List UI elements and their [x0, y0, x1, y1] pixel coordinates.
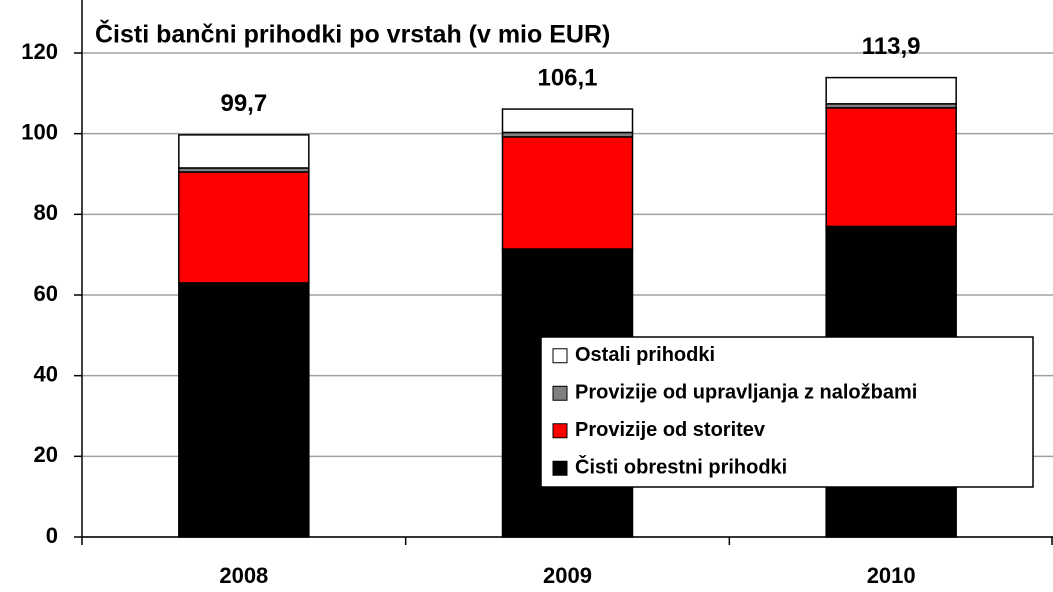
y-tick-label: 120 [21, 39, 58, 64]
bar-segment [501, 108, 634, 134]
x-tick-label: 2009 [543, 563, 592, 588]
total-label: 113,9 [862, 33, 921, 60]
legend: Ostali prihodki Provizije od upravljanja … [540, 336, 1034, 488]
y-tick-label: 60 [34, 281, 58, 306]
x-tick-label: 2008 [219, 563, 268, 588]
legend-swatch [552, 423, 568, 439]
legend-label: Čisti obrestni prihodki [575, 455, 787, 479]
bar-segment [178, 134, 310, 169]
bar-segment [178, 282, 310, 538]
legend-swatch [552, 460, 568, 476]
legend-swatch [552, 385, 568, 401]
legend-label: Provizije od upravljanja z naložbami [575, 382, 917, 404]
x-tick-label: 2010 [867, 563, 916, 588]
legend-box [540, 336, 1034, 488]
y-tick-label: 40 [34, 361, 58, 386]
y-tick-label: 100 [21, 119, 58, 144]
bar-segment [178, 171, 310, 284]
y-tick-label: 20 [34, 442, 58, 467]
bar-segment [501, 136, 634, 250]
legend-label: Provizije od storitev [575, 419, 766, 441]
chart-title: Čisti bančni prihodki po vrstah (v mio E… [95, 19, 610, 49]
legend-swatch [552, 348, 568, 364]
legend-label: Ostali prihodki [575, 344, 715, 366]
bar-segment [825, 76, 957, 105]
total-label: 99,7 [220, 90, 267, 117]
y-tick-label: 0 [46, 523, 58, 548]
y-tick-label: 80 [34, 200, 58, 225]
bar-segment [825, 107, 957, 228]
total-label: 106,1 [537, 64, 597, 91]
